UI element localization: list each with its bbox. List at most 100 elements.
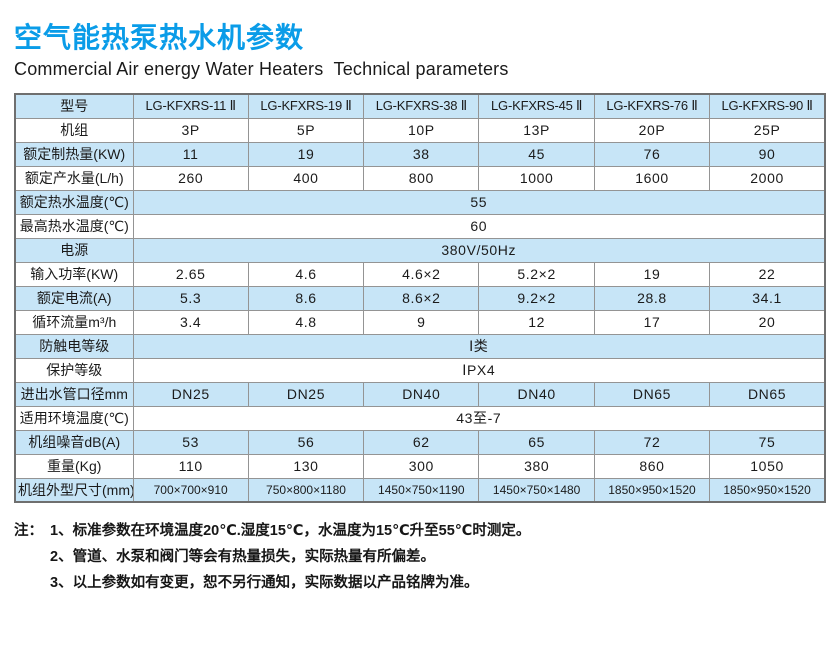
value-cell: DN40 (363, 381, 480, 407)
value-cell: 34.1 (709, 285, 826, 311)
table-row: 适用环境温度(℃) 43至-7 (14, 405, 826, 431)
row-label: 进出水管口径mm (14, 381, 134, 407)
value-cell: 3.4 (132, 309, 249, 335)
value-cell: 4.8 (247, 309, 365, 335)
value-cell: DN25 (247, 381, 365, 407)
value-cell: 65 (478, 429, 595, 455)
table-row: 额定电流(A) 5.3 8.6 8.6×2 9.2×2 28.8 34.1 (14, 285, 826, 311)
value-cell: 260 (132, 165, 249, 191)
row-span-value: Ⅰ类 (132, 333, 826, 359)
row-label: 额定电流(A) (14, 285, 134, 311)
value-cell: 4.6×2 (363, 261, 480, 287)
table-row: 电源 380V/50Hz (14, 237, 826, 263)
value-cell: 5.2×2 (478, 261, 595, 287)
table-row: 输入功率(KW) 2.65 4.6 4.6×2 5.2×2 19 22 (14, 261, 826, 287)
row-label: 适用环境温度(℃) (14, 405, 134, 431)
notes: 注： 1、标准参数在环境温度20℃.湿度15℃，水温度为15℃升至55℃时测定。… (14, 518, 818, 596)
model-name-cell: LG-KFXRS-90 Ⅱ (709, 93, 826, 119)
model-name-cell: LG-KFXRS-45 Ⅱ (478, 93, 595, 119)
value-cell: 53 (132, 429, 249, 455)
row-label: 机组噪音dB(A) (14, 429, 134, 455)
value-cell: 300 (363, 453, 480, 479)
row-label: 重量(Kg) (14, 453, 134, 479)
value-cell: 1050 (709, 453, 826, 479)
table-row: 循环流量m³/h 3.4 4.8 9 12 17 20 (14, 309, 826, 335)
value-cell: 8.6 (247, 285, 365, 311)
value-cell: 3P (132, 117, 249, 143)
value-cell: 90 (709, 141, 826, 167)
value-cell: 22 (709, 261, 826, 287)
table-row: 额定热水温度(℃) 55 (14, 189, 826, 215)
row-span-value: ⅠPX4 (132, 357, 826, 383)
value-cell: 1850×950×1520 (709, 477, 826, 503)
value-cell: 1000 (478, 165, 595, 191)
value-cell: 380 (478, 453, 595, 479)
value-cell: 2.65 (132, 261, 249, 287)
value-cell: 400 (247, 165, 365, 191)
value-cell: 110 (132, 453, 249, 479)
value-cell: 10P (363, 117, 480, 143)
value-cell: 130 (247, 453, 365, 479)
value-cell: 20P (593, 117, 711, 143)
model-name-cell: LG-KFXRS-38 Ⅱ (363, 93, 480, 119)
table-row: 额定产水量(L/h) 260 400 800 1000 1600 2000 (14, 165, 826, 191)
notes-list: 1、标准参数在环境温度20℃.湿度15℃，水温度为15℃升至55℃时测定。 2、管… (50, 518, 818, 596)
value-cell: 9.2×2 (478, 285, 595, 311)
table-row: 重量(Kg) 110 130 300 380 860 1050 (14, 453, 826, 479)
row-label: 型号 (14, 93, 134, 119)
table-row: 防触电等级 Ⅰ类 (14, 333, 826, 359)
row-label: 输入功率(KW) (14, 261, 134, 287)
value-cell: 62 (363, 429, 480, 455)
row-span-value: 43至-7 (132, 405, 826, 431)
value-cell: DN65 (593, 381, 711, 407)
value-cell: DN65 (709, 381, 826, 407)
page-title: 空气能热泵热水机参数 (14, 22, 305, 53)
value-cell: DN25 (132, 381, 249, 407)
note-item: 2、管道、水泵和阀门等会有热量损失，实际热量有所偏差。 (50, 549, 436, 565)
value-cell: 860 (593, 453, 711, 479)
row-label: 额定热水温度(℃) (14, 189, 134, 215)
value-cell: 750×800×1180 (247, 477, 365, 503)
row-span-value: 60 (132, 213, 826, 239)
table-row: 额定制热量(KW) 11 19 38 45 76 90 (14, 141, 826, 167)
value-cell: DN40 (478, 381, 595, 407)
value-cell: 12 (478, 309, 595, 335)
row-label: 防触电等级 (14, 333, 134, 359)
value-cell: 9 (363, 309, 480, 335)
table-row: 保护等级 ⅠPX4 (14, 357, 826, 383)
value-cell: 76 (593, 141, 711, 167)
table-row: 最高热水温度(℃) 60 (14, 213, 826, 239)
model-name-cell: LG-KFXRS-11 Ⅱ (132, 93, 249, 119)
row-label: 机组外型尺寸(mm) (14, 477, 134, 503)
note-item: 1、标准参数在环境温度20℃.湿度15℃，水温度为15℃升至55℃时测定。 (50, 523, 531, 539)
value-cell: 8.6×2 (363, 285, 480, 311)
parameters-table-body: 型号 LG-KFXRS-11 Ⅱ LG-KFXRS-19 Ⅱ LG-KFXRS-38 … (14, 93, 826, 503)
model-name-cell: LG-KFXRS-19 Ⅱ (247, 93, 365, 119)
value-cell: 800 (363, 165, 480, 191)
value-cell: 700×700×910 (132, 477, 249, 503)
value-cell: 1450×750×1190 (363, 477, 480, 503)
value-cell: 2000 (709, 165, 826, 191)
row-label: 保护等级 (14, 357, 134, 383)
notes-prefix: 注： (14, 523, 43, 539)
row-label: 额定制热量(KW) (14, 141, 134, 167)
page-subtitle: Commercial Air energy Water Heaters Tech… (14, 59, 509, 79)
value-cell: 45 (478, 141, 595, 167)
value-cell: 11 (132, 141, 249, 167)
spec-page: 空气能热泵热水机参数 Commercial Air energy Water H… (14, 22, 826, 596)
value-cell: 56 (247, 429, 365, 455)
row-label: 额定产水量(L/h) (14, 165, 134, 191)
table-row: 机组噪音dB(A) 53 56 62 65 72 75 (14, 429, 826, 455)
value-cell: 17 (593, 309, 711, 335)
value-cell: 1450×750×1480 (478, 477, 595, 503)
row-label: 循环流量m³/h (14, 309, 134, 335)
value-cell: 75 (709, 429, 826, 455)
value-cell: 19 (247, 141, 365, 167)
value-cell: 5.3 (132, 285, 249, 311)
row-label: 电源 (14, 237, 134, 263)
value-cell: 1600 (593, 165, 711, 191)
table-row: 机组外型尺寸(mm) 700×700×910 750×800×1180 1450×75… (14, 477, 826, 503)
value-cell: 5P (247, 117, 365, 143)
value-cell: 4.6 (247, 261, 365, 287)
parameters-table: 型号 LG-KFXRS-11 Ⅱ LG-KFXRS-19 Ⅱ LG-KFXRS-38 … (14, 93, 826, 503)
